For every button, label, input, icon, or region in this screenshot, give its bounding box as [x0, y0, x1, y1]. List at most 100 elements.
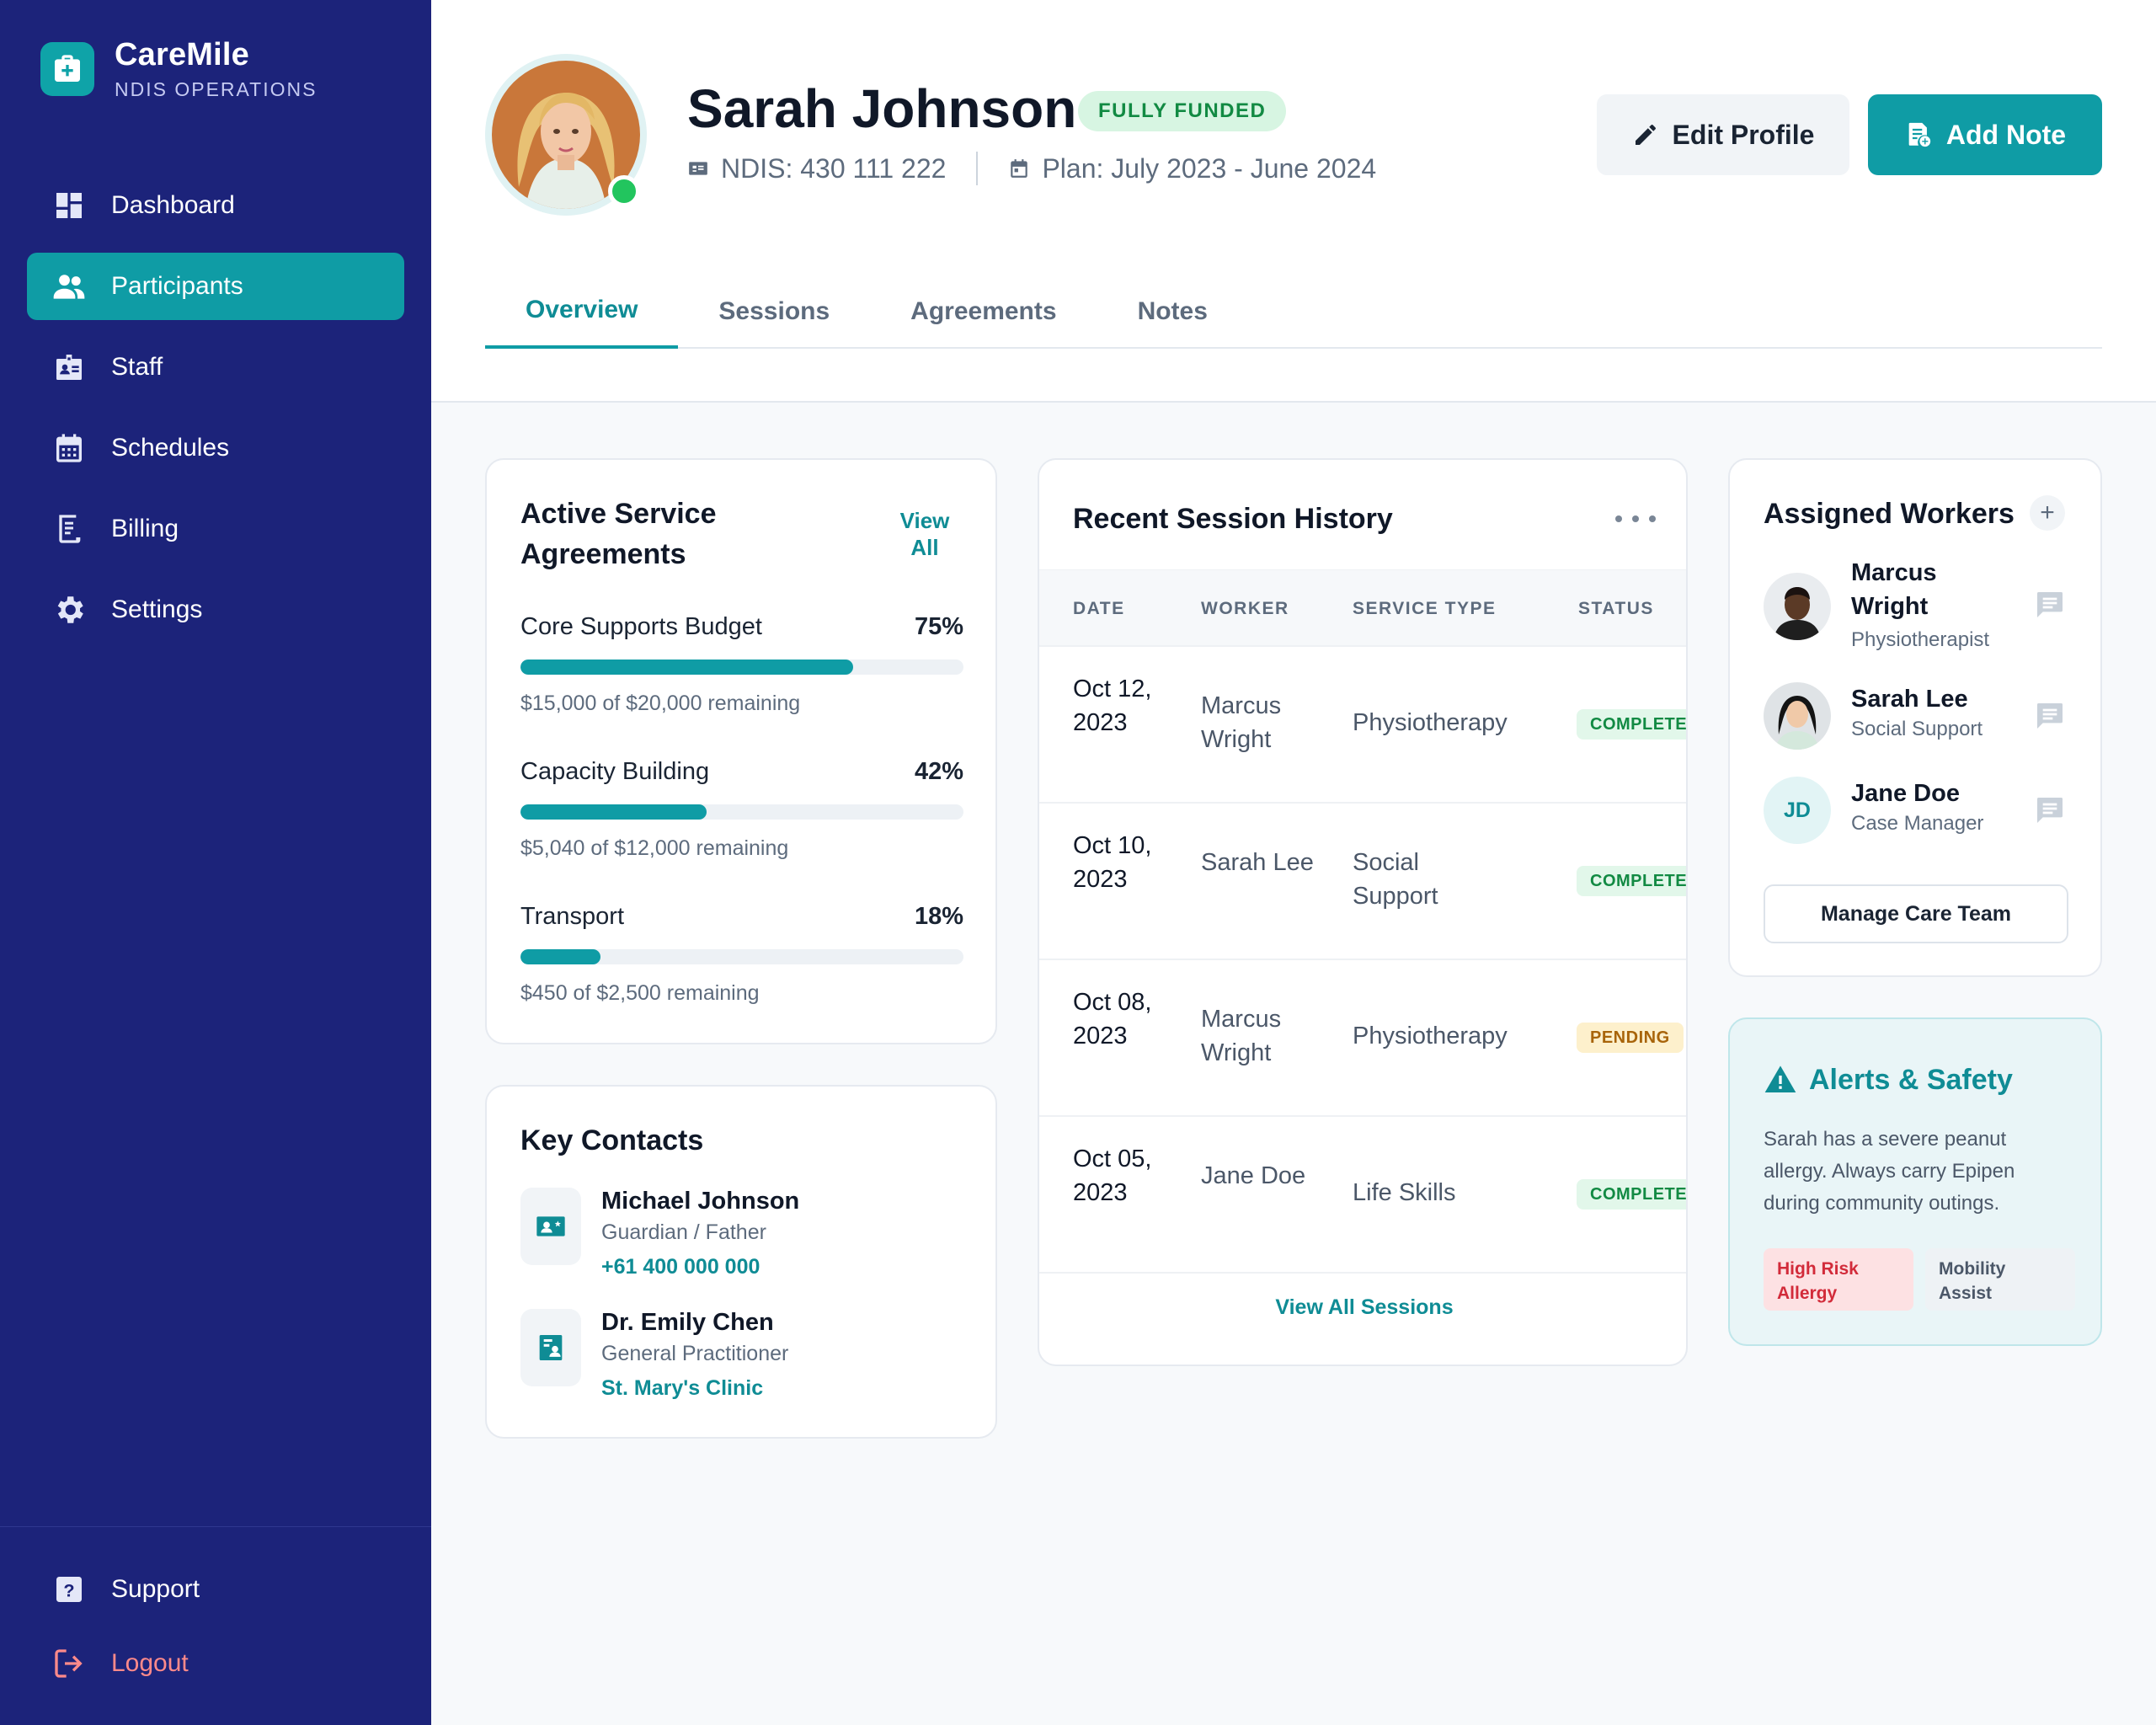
logout-icon — [51, 1645, 88, 1682]
table-footer — [1039, 1272, 1686, 1365]
warning-icon — [1764, 1063, 1797, 1097]
participant-meta: NDIS: 430 111 222 Plan: July 2023 - June… — [687, 152, 1376, 185]
session-type: Physiotherapy — [1353, 1023, 1508, 1049]
logout-link[interactable]: Logout — [51, 1645, 189, 1682]
contact-card-icon — [520, 1188, 581, 1265]
svg-text:?: ? — [63, 1579, 74, 1600]
brand-subtitle: NDIS OPERATIONS — [115, 78, 318, 100]
budget-remaining: $5,040 of $12,000 remaining — [520, 836, 789, 860]
id-card-icon — [687, 157, 711, 180]
session-date: Oct 05, 2023 — [1073, 1146, 1152, 1206]
contact-clinic-link[interactable]: St. Mary's Clinic — [601, 1376, 764, 1400]
worker-name: Jane Doe — [1851, 780, 1960, 807]
add-worker-icon[interactable]: + — [2030, 495, 2065, 531]
budget-label: Core Supports Budget — [520, 613, 762, 640]
status-badge: COMPLETED — [1577, 866, 1686, 896]
nav-label: Participants — [111, 272, 243, 300]
add-note-label: Add Note — [1945, 119, 2067, 150]
table-row[interactable]: Oct 05, 2023 Jane Doe Life Skills COMPLE… — [1039, 1115, 1686, 1272]
tab-sessions[interactable]: Sessions — [718, 297, 830, 325]
edit-profile-button[interactable]: Edit Profile — [1597, 94, 1849, 175]
contact-role: General Practitioner — [601, 1342, 789, 1365]
session-worker: Sarah Lee — [1201, 849, 1314, 876]
assigned-workers-card: Assigned Workers + Marcus Wright Physiot… — [1728, 458, 2102, 977]
logout-label: Logout — [111, 1649, 189, 1677]
tab-notes[interactable]: Notes — [1137, 297, 1208, 325]
worker-name: Sarah Lee — [1851, 686, 1968, 713]
calendar-icon — [51, 430, 88, 467]
sidebar-footer: ? Support Logout — [0, 1526, 431, 1678]
nav-label: Schedules — [111, 434, 230, 462]
manage-care-team-button[interactable]: Manage Care Team — [1764, 884, 2068, 943]
message-icon[interactable] — [2031, 586, 2068, 623]
alerts-title: Alerts & Safety — [1809, 1063, 2013, 1096]
note-add-icon — [1904, 120, 1933, 149]
nav-label: Dashboard — [111, 191, 235, 219]
help-icon: ? — [51, 1571, 88, 1608]
avatar-initials: JD — [1764, 777, 1831, 844]
id-badge-icon — [51, 349, 88, 386]
pencil-icon — [1632, 121, 1659, 148]
nav-item-settings[interactable]: Settings — [27, 576, 404, 644]
nav-label: Settings — [111, 595, 203, 623]
ndis-number: NDIS: 430 111 222 — [721, 152, 947, 184]
message-icon[interactable] — [2031, 697, 2068, 734]
support-label: Support — [111, 1575, 200, 1603]
progress-fill — [520, 949, 600, 964]
mobility-assist-tag: Mobility Assist — [1925, 1248, 2075, 1311]
worker-name: Marcus Wright — [1851, 559, 1937, 620]
high-risk-allergy-tag: High Risk Allergy — [1764, 1248, 1913, 1311]
funding-status-badge: FULLY FUNDED — [1078, 91, 1287, 131]
alerts-safety-card: Alerts & Safety Sarah has a severe peanu… — [1728, 1017, 2102, 1346]
avatar-image — [492, 61, 640, 209]
table-row[interactable]: Oct 12, 2023 Marcus Wright Physiotherapy… — [1039, 645, 1686, 802]
dashboard-icon — [51, 187, 88, 224]
budget-remaining: $450 of $2,500 remaining — [520, 981, 760, 1005]
status-badge: COMPLETED — [1577, 709, 1686, 740]
table-row[interactable]: Oct 08, 2023 Marcus Wright Physiotherapy… — [1039, 959, 1686, 1115]
more-options-icon[interactable] — [1615, 509, 1656, 529]
budget-label: Transport — [520, 903, 625, 930]
card-title: Assigned Workers — [1764, 498, 2015, 530]
table-header: DATE WORKER SERVICE TYPE STATUS — [1039, 569, 1686, 645]
nav-item-staff[interactable]: Staff — [27, 334, 404, 401]
support-link[interactable]: ? Support — [51, 1571, 200, 1608]
card-title: Active Service Agreements — [520, 498, 717, 570]
nav-item-participants[interactable]: Participants — [27, 253, 404, 320]
people-icon — [51, 268, 88, 305]
service-agreements-card: Active Service Agreements View All Core … — [485, 458, 997, 1044]
avatar — [1764, 682, 1831, 750]
contact-phone-link[interactable]: +61 400 000 000 — [601, 1255, 760, 1279]
sidebar: CareMile NDIS OPERATIONS Dashboard Parti… — [0, 0, 431, 1725]
brand[interactable]: CareMile NDIS OPERATIONS — [40, 37, 317, 101]
column-header: SERVICE TYPE — [1353, 599, 1497, 618]
budget-remaining: $15,000 of $20,000 remaining — [520, 692, 801, 715]
column-header: STATUS — [1578, 599, 1654, 618]
progress-fill — [520, 660, 853, 675]
column-header: WORKER — [1201, 599, 1289, 618]
contact-item: Dr. Emily Chen General Practitioner St. … — [520, 1309, 788, 1401]
table-row[interactable]: Oct 10, 2023 Sarah Lee Social Support CO… — [1039, 802, 1686, 959]
avatar — [1764, 573, 1831, 640]
card-title: Key Contacts — [520, 1124, 704, 1156]
session-type: Social Support — [1353, 849, 1438, 910]
nav-item-dashboard[interactable]: Dashboard — [27, 172, 404, 239]
online-status-indicator — [608, 175, 640, 207]
medical-bag-icon — [40, 42, 94, 96]
message-icon[interactable] — [2031, 792, 2068, 829]
budget-progress-bar — [520, 660, 963, 675]
session-history-card: Recent Session History DATE WORKER SERVI… — [1038, 458, 1688, 1366]
receipt-icon — [51, 510, 88, 547]
nav-item-schedules[interactable]: Schedules — [27, 414, 404, 482]
view-all-sessions-link[interactable]: View All Sessions — [1275, 1295, 1454, 1319]
budget-percent: 42% — [914, 758, 963, 785]
profile-tabs: Overview Sessions Agreements Notes — [485, 275, 2102, 349]
tab-overview[interactable]: Overview — [485, 275, 679, 349]
worker-role: Case Manager — [1851, 812, 1984, 835]
plan-period: Plan: July 2023 - June 2024 — [1042, 152, 1377, 184]
tab-agreements[interactable]: Agreements — [910, 297, 1057, 325]
add-note-button[interactable]: Add Note — [1868, 94, 2102, 175]
budget-percent: 75% — [914, 613, 963, 640]
nav-item-billing[interactable]: Billing — [27, 495, 404, 563]
view-all-agreements-link[interactable]: View All — [899, 508, 950, 560]
